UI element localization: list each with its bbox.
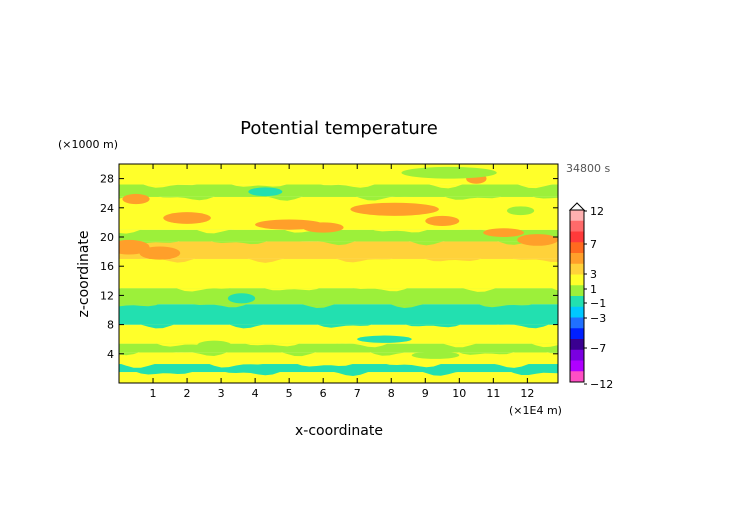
field-patch	[163, 212, 211, 224]
colorbar-label: −1	[590, 297, 606, 310]
colorbar-segment	[570, 285, 584, 297]
colorbar-label: −12	[590, 378, 613, 391]
colorbar-segment	[570, 349, 584, 361]
y-tick-label: 4	[107, 348, 114, 361]
band-edge	[119, 255, 558, 263]
field-band	[119, 372, 558, 383]
field-patch	[425, 215, 460, 227]
field-patch	[357, 335, 412, 343]
y-unit-label: (×1000 m)	[58, 138, 118, 151]
colorbar-segment	[570, 296, 584, 308]
colorbar-label: 3	[590, 268, 597, 281]
band-edge	[119, 368, 558, 376]
colorbar-segment	[570, 210, 584, 222]
field-band	[119, 241, 558, 259]
band-edge	[119, 237, 558, 246]
field-patch	[248, 187, 283, 197]
x-tick-label: 4	[252, 387, 259, 400]
field-patch	[506, 206, 535, 216]
x-tick-label: 1	[150, 387, 157, 400]
field-band	[119, 229, 558, 242]
field-patch	[517, 234, 558, 246]
colorbar-label: 1	[590, 283, 597, 296]
colorbar-segment	[570, 242, 584, 254]
colorbar-segment	[570, 360, 584, 372]
y-axis-label: z-coordinate	[76, 230, 92, 317]
y-tick-label: 8	[107, 319, 114, 332]
colorbar: 12 7 3 1−1 −3 −7 −12	[568, 202, 613, 391]
x-tick-label: 8	[388, 387, 395, 400]
colorbar-label: −7	[590, 342, 606, 355]
time-label: 34800 s	[566, 162, 610, 175]
band-edge	[119, 320, 558, 329]
colorbar-segment	[570, 371, 584, 383]
temperature-field	[119, 164, 558, 383]
y-tick-label: 20	[100, 231, 114, 244]
x-tick-label: 2	[184, 387, 191, 400]
chart-title: Potential temperature	[240, 118, 438, 139]
x-tick-label: 9	[422, 387, 429, 400]
colorbar-arrow	[568, 202, 586, 211]
band-edge	[119, 300, 558, 308]
field-band	[119, 352, 558, 365]
colorbar-segment	[570, 253, 584, 265]
x-tick-label: 6	[320, 387, 327, 400]
plot-frame	[118, 163, 559, 384]
colorbar-segment	[570, 328, 584, 340]
field-band	[119, 364, 558, 373]
y-ticks: 4 8 12 16 20 24 28	[100, 173, 558, 361]
field-patch	[401, 166, 497, 179]
band-edge	[119, 284, 558, 292]
band-edge	[119, 192, 558, 201]
colorbar-segment	[570, 306, 584, 318]
field-patch	[139, 246, 181, 260]
y-tick-label: 16	[100, 260, 114, 273]
colorbar-segment	[570, 231, 584, 243]
field-patch	[483, 228, 524, 237]
y-tick-label: 28	[100, 173, 114, 186]
colorbar-segment	[570, 317, 584, 329]
colorbar-segment	[570, 339, 584, 351]
x-axis-label: x-coordinate	[295, 423, 383, 439]
field-patch	[197, 340, 232, 350]
field-band	[119, 304, 558, 325]
field-band	[119, 324, 558, 344]
colorbar-segment	[570, 274, 584, 286]
field-patch	[227, 293, 256, 304]
colorbar-segment	[570, 263, 584, 275]
x-tick-label: 3	[218, 387, 225, 400]
y-tick-label: 24	[100, 202, 114, 215]
band-edge	[119, 348, 558, 357]
colorbar-label: 12	[590, 205, 604, 218]
field-patch	[411, 351, 460, 359]
colorbar-frame	[569, 209, 585, 383]
field-band	[119, 258, 558, 289]
colorbar-segment	[570, 220, 584, 232]
band-edge	[119, 180, 558, 189]
field-patch	[302, 222, 344, 233]
x-unit-label: (×1E4 m)	[509, 404, 562, 417]
field-patch	[122, 193, 150, 205]
x-tick-label: 11	[486, 387, 500, 400]
colorbar-label: −3	[590, 312, 606, 325]
x-ticks: 1 2 3 4 5 6 7 8 9 10 11 12	[150, 164, 534, 400]
band-edge	[119, 360, 558, 368]
field-band	[119, 288, 558, 305]
x-tick-label: 5	[286, 387, 293, 400]
x-tick-label: 7	[354, 387, 361, 400]
x-tick-label: 12	[520, 387, 534, 400]
x-tick-label: 10	[452, 387, 466, 400]
field-patch	[350, 202, 439, 216]
field-band	[119, 343, 558, 353]
band-edge	[119, 339, 558, 348]
y-tick-label: 12	[100, 289, 114, 302]
colorbar-label: 7	[590, 238, 597, 251]
